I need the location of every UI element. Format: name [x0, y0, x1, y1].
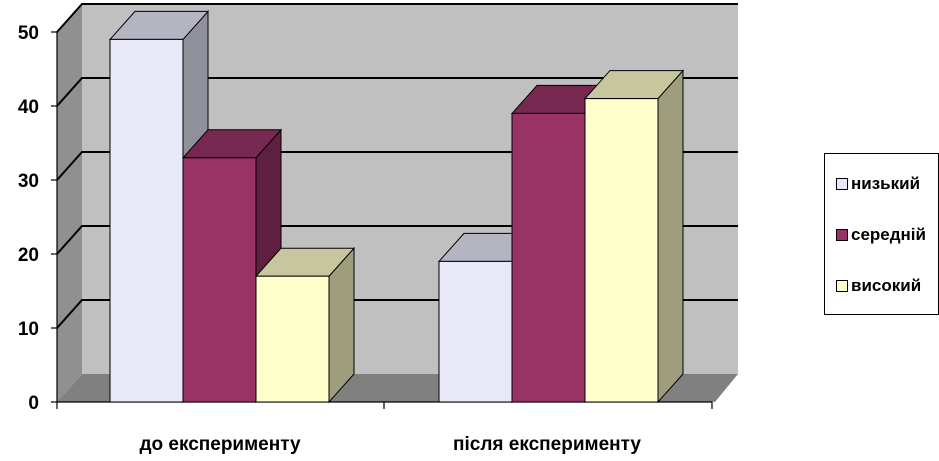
- legend-label-serednii: середній: [851, 225, 926, 244]
- category-labels: до експерименту після експерименту: [139, 434, 641, 455]
- bar-vysokyi-before: [254, 246, 356, 404]
- y-tick-label: 50: [18, 23, 39, 44]
- category-label: після експерименту: [453, 434, 641, 455]
- legend-swatch-nyzkyi: [836, 178, 848, 190]
- legend-item-vysokyi: високий: [836, 275, 921, 297]
- legend-label-vysokyi: високий: [851, 276, 922, 295]
- bars: [108, 10, 685, 404]
- gridline: [56, 3, 738, 33]
- y-tick-labels: 0 10 20 30 40 50: [18, 23, 39, 414]
- category-label: до експерименту: [139, 434, 301, 455]
- y-tick-label: 30: [18, 171, 39, 192]
- gridline: [56, 77, 738, 107]
- bar-front: [109, 38, 184, 403]
- legend: низький середній високий: [824, 153, 939, 315]
- legend-item-nyzkyi: низький: [836, 173, 920, 195]
- y-tick-label: 10: [18, 319, 39, 340]
- bar-front: [182, 157, 257, 403]
- legend-label-nyzkyi: низький: [851, 174, 921, 193]
- side-wall: [57, 4, 82, 402]
- bar-side: [657, 69, 684, 404]
- legend-swatch-vysokyi: [836, 280, 848, 292]
- bar-front: [438, 260, 513, 403]
- y-tick-label: 20: [18, 245, 39, 266]
- legend-swatch-serednii: [836, 229, 848, 241]
- bar-front: [255, 275, 330, 403]
- y-tick-label: 0: [28, 393, 39, 414]
- legend-item-serednii: середній: [836, 224, 926, 246]
- y-tick-label: 40: [18, 97, 39, 118]
- bar-vysokyi-after: [583, 69, 685, 404]
- bar-front: [511, 112, 586, 403]
- bar-front: [584, 98, 659, 403]
